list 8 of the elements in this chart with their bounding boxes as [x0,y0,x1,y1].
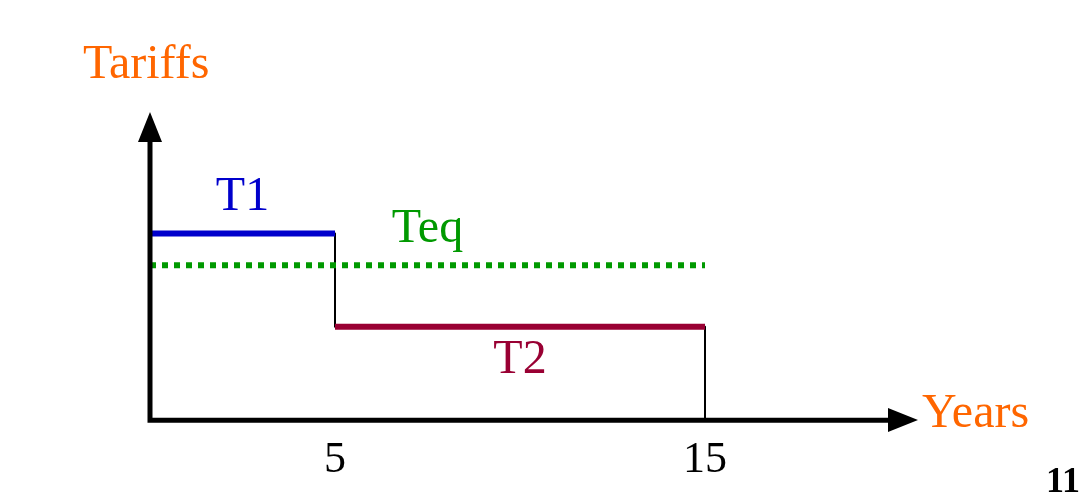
x-axis-title: Years [922,383,1030,437]
text: 11 [1045,460,1080,501]
series-label: T2 [493,330,547,384]
series-label: T1 [215,167,270,221]
series-label: Teq [391,198,464,252]
x-tick-label: 15 [683,433,727,483]
y-axis-title: Tariffs [83,35,210,88]
x-tick-label: 5 [324,433,346,483]
